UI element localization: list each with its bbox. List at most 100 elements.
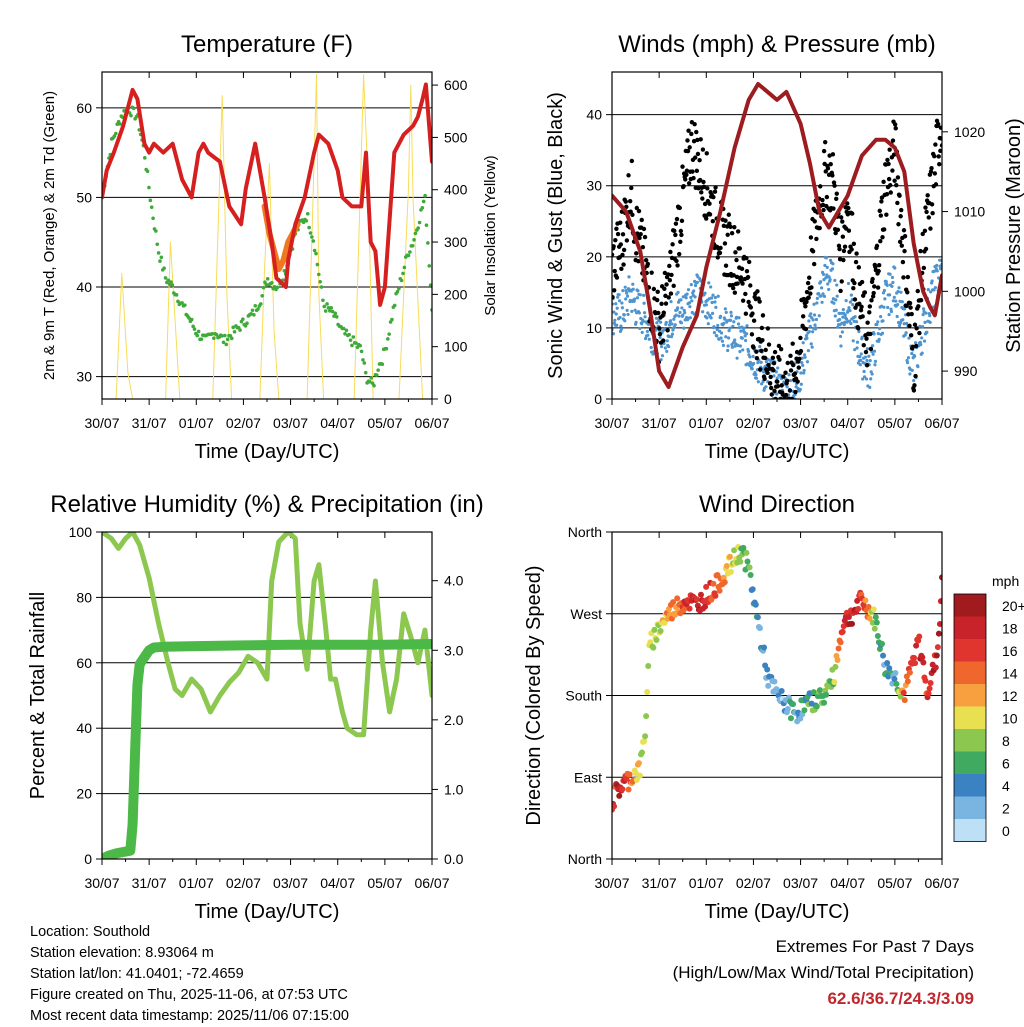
gust-point — [698, 137, 703, 142]
gust-point — [711, 194, 716, 200]
wind-point — [823, 263, 827, 268]
wind-point — [710, 296, 714, 300]
direction-point — [834, 656, 841, 663]
gust-point — [692, 155, 698, 160]
td-point — [312, 248, 317, 253]
gust-point — [685, 138, 690, 143]
panel-3: Wind Direction North East South West North 30/… — [523, 491, 960, 923]
gust-point — [697, 177, 703, 183]
gust-point — [723, 218, 728, 223]
y-tick-label: 0 — [594, 391, 602, 407]
gust-point — [769, 385, 774, 391]
wind-point — [862, 375, 867, 379]
gust-point — [824, 194, 830, 200]
td-point — [423, 193, 427, 198]
direction-point — [870, 606, 877, 613]
y-tick-label: 50 — [76, 189, 92, 205]
plot-area — [612, 82, 942, 399]
wind-point — [932, 269, 937, 273]
gust-point — [710, 219, 716, 224]
gust-point — [895, 175, 901, 180]
y2-tick-label: 1010 — [954, 204, 985, 220]
y2-tick-label: 500 — [444, 129, 468, 145]
gust-point — [800, 314, 806, 319]
x-tick-label: 01/07 — [179, 875, 214, 891]
gust-point — [738, 275, 744, 280]
gust-point — [744, 256, 749, 261]
x-tick-label: 04/07 — [830, 415, 865, 431]
x-tick-label: 04/07 — [320, 875, 355, 891]
x-tick-label: 06/07 — [414, 875, 449, 891]
gust-point — [857, 301, 862, 307]
extremes-title: Extremes For Past 7 Days — [775, 937, 974, 956]
td-point — [249, 312, 253, 316]
direction-point — [697, 591, 704, 598]
wind-point — [826, 282, 830, 286]
y2-tick-label: 990 — [954, 363, 978, 379]
gust-point — [668, 291, 674, 296]
wind-point — [754, 376, 759, 380]
wind-point — [714, 305, 718, 309]
wind-point — [689, 295, 693, 300]
info-latlon: Station lat/lon: 41.0401; -72.4659 — [30, 966, 244, 982]
wind-point — [930, 279, 934, 283]
gust-point — [836, 243, 842, 248]
wind-point — [868, 359, 872, 363]
direction-point — [900, 689, 907, 696]
wind-point — [873, 359, 878, 363]
td-point — [252, 313, 256, 317]
wind-point — [928, 314, 932, 318]
y-axis-label: Sonic Wind & Gust (Blue, Black) — [545, 92, 567, 379]
gust-point — [634, 205, 639, 211]
gust-point — [630, 212, 635, 217]
td-point — [199, 337, 204, 341]
gust-point — [767, 381, 773, 386]
wind-point — [640, 330, 644, 335]
gust-point — [807, 275, 812, 280]
gust-point — [865, 320, 870, 325]
wind-point — [672, 317, 676, 321]
wind-point — [679, 321, 683, 325]
direction-point — [837, 639, 844, 646]
wind-point — [910, 351, 914, 356]
gust-point — [704, 151, 709, 156]
gust-point — [892, 178, 897, 183]
gust-point — [678, 239, 683, 245]
legend-swatch — [954, 616, 986, 639]
gust-point — [887, 147, 892, 152]
wind-point — [832, 301, 836, 305]
gust-point — [746, 299, 751, 305]
x-axis-label: Time (Day/UTC) — [195, 901, 340, 923]
wind-point — [849, 293, 853, 297]
direction-point — [855, 605, 862, 612]
td-point — [149, 205, 154, 209]
x-tick-label: 30/07 — [84, 415, 119, 431]
td-point — [392, 303, 397, 308]
wind-point — [624, 289, 628, 293]
wind-point — [887, 293, 892, 297]
gust-point — [675, 263, 680, 268]
td-point — [380, 362, 385, 367]
wind-point — [727, 336, 731, 340]
wind-point — [626, 312, 630, 317]
extremes-subtitle: (High/Low/Max Wind/Total Precipitation) — [672, 963, 974, 982]
wind-point — [633, 297, 637, 301]
direction-point — [651, 626, 658, 633]
td-point — [363, 370, 368, 375]
gust-point — [861, 342, 866, 348]
gust-point — [863, 349, 869, 355]
y-tick-label: 40 — [76, 720, 92, 736]
td-point — [326, 306, 331, 310]
direction-point — [623, 775, 630, 782]
wind-point — [615, 323, 619, 327]
direction-point — [891, 675, 898, 682]
gust-point — [684, 172, 689, 177]
extremes-values: 62.6/36.7/24.3/3.09 — [827, 989, 974, 1008]
gust-point — [860, 314, 865, 319]
series-relative-humidity — [102, 532, 432, 738]
gust-point — [691, 175, 696, 181]
gust-point — [933, 142, 938, 147]
y2-axis-label: Station Pressure (Maroon) — [1003, 118, 1024, 353]
y-tick-label: North — [568, 851, 602, 867]
